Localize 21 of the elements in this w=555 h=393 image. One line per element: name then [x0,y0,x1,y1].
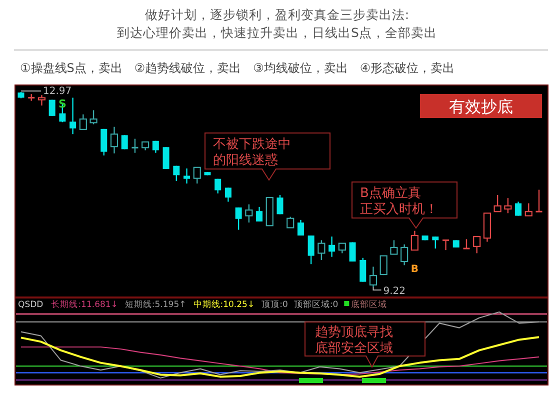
text: 顶部区域:0 [294,299,338,310]
text: 短期线:5.195↑ [124,299,186,310]
chart-subtitle: 到达心理价卖出，快速拉升卖出，日线出S点，全部卖出 [117,25,437,40]
annotation: 9.22 [383,286,406,297]
annotation: 趋势顶底寻找底部安全区域 [315,325,393,356]
annotation: B [410,264,418,276]
callout: B点确立真正买入时机！ [352,182,458,229]
text: 长期线:11.681↓ [51,299,118,310]
legend-label: 底部区域 [351,299,388,310]
text: 顶顶:0 [262,300,288,310]
annotation: 有效抄底 [449,97,513,116]
callout: 趋势顶底寻找底部安全区域 [304,322,426,368]
text: 中期线:10.25↓ [193,299,255,310]
chart-title: 做好计划，逐步锁利，盈利变真金三步卖出法: [144,7,410,22]
callout: 不被下跌途中的阳线迷惑 [204,132,330,181]
annotation: 12.97 [43,86,72,97]
text: ①操盘线S点，卖出 ②趋势线破位，卖出 ③均线破位，卖出 ④形态破位，卖出 [20,61,455,75]
chart-title: QSDD [18,300,44,310]
annotation: S [58,97,66,110]
annotation: 不被下跌途中的阳线迷惑 [213,137,291,168]
annotation: B点确立真正买入时机！ [360,185,438,217]
